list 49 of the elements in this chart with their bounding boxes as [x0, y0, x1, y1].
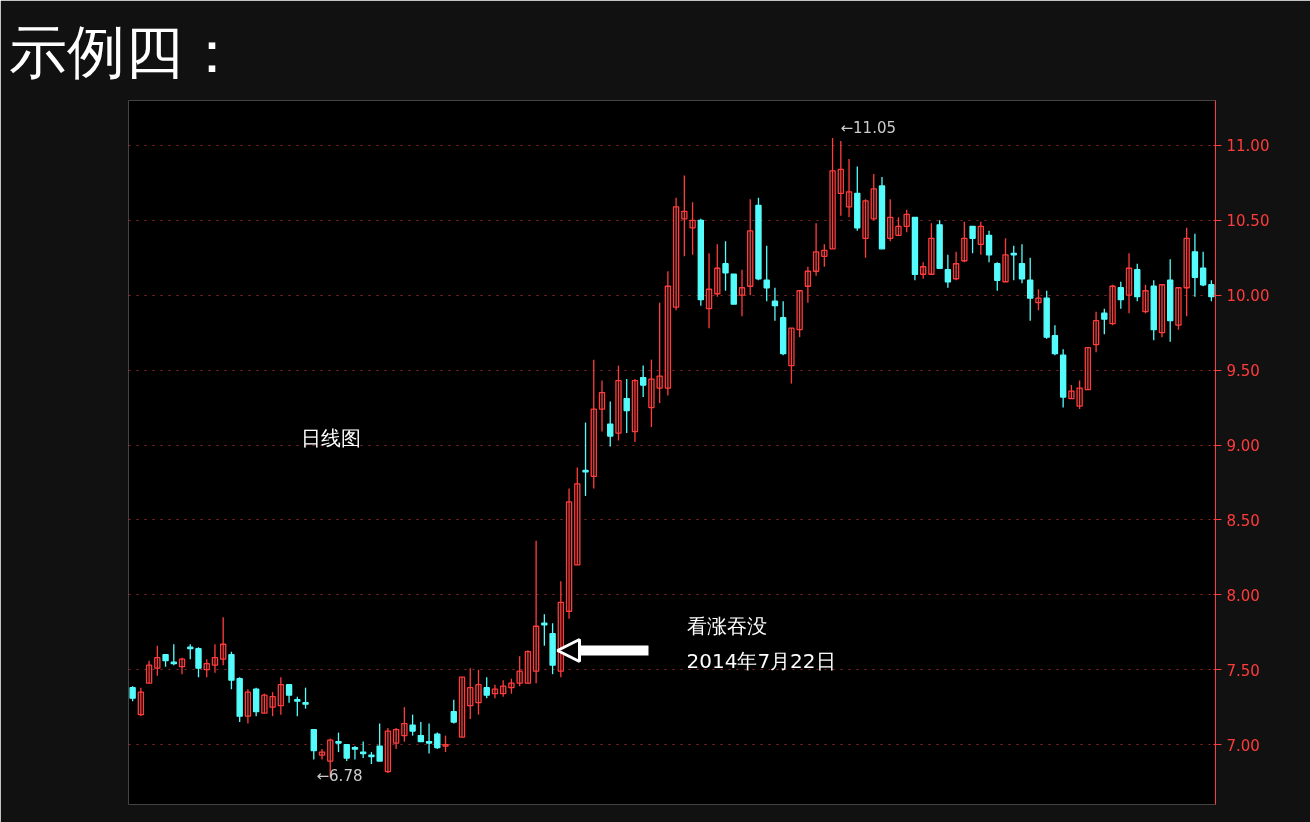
candlestick: [294, 696, 301, 717]
annotation: 2014年7月22日: [686, 648, 836, 673]
candlestick: [615, 364, 622, 442]
candlestick: [574, 466, 581, 566]
candlestick: [969, 225, 976, 254]
annotation: 看涨吞没: [686, 613, 767, 638]
candlestick: [1101, 308, 1108, 335]
candlestick: [862, 198, 869, 259]
y-tick-label: 10.00: [1226, 287, 1270, 306]
candlestick: [335, 731, 342, 753]
annotation: 日线图: [300, 425, 361, 450]
y-tick-label: 7.00: [1226, 736, 1260, 755]
candlestick: [582, 421, 589, 497]
candlestick: [1002, 237, 1009, 283]
candlestick: [903, 209, 910, 233]
candlestick: [722, 240, 729, 292]
y-tick-label: 10.50: [1226, 212, 1270, 231]
chart-title: 示例四：: [8, 17, 241, 86]
candlestick: [829, 137, 836, 250]
candlestick: [1043, 290, 1050, 340]
candlestick: [755, 197, 762, 281]
candlestick: [1084, 347, 1092, 391]
candlestick: [302, 687, 309, 710]
annotation: ←6.78: [316, 766, 363, 785]
candlestick: [458, 676, 466, 738]
candlestick: [195, 646, 202, 678]
y-tick-label: 9.50: [1226, 362, 1260, 381]
annotation: ←11.05: [840, 118, 897, 137]
candlestick: [1109, 284, 1116, 326]
candlestick: [961, 221, 968, 263]
candlestick: [475, 669, 482, 716]
candlestick: [401, 706, 408, 743]
candlestick: [1183, 227, 1190, 317]
candlestick: [730, 273, 737, 305]
candlestick: [928, 222, 935, 275]
y-tick-label: 8.00: [1226, 586, 1260, 605]
y-tick-label: 8.50: [1226, 511, 1260, 530]
y-tick-label: 11.00: [1226, 137, 1270, 156]
candlestick: [154, 645, 161, 677]
candlestick: [821, 243, 828, 268]
candlestick: [1142, 284, 1149, 314]
candlestick: [1175, 287, 1182, 331]
candlestick: [549, 622, 556, 675]
y-tick-label: 7.50: [1226, 661, 1260, 680]
candlestick: [936, 219, 943, 269]
candlestick: [1208, 279, 1215, 302]
candlestick: [516, 655, 523, 687]
candlestick: [409, 713, 416, 737]
y-tick-label: 9.00: [1226, 437, 1260, 456]
